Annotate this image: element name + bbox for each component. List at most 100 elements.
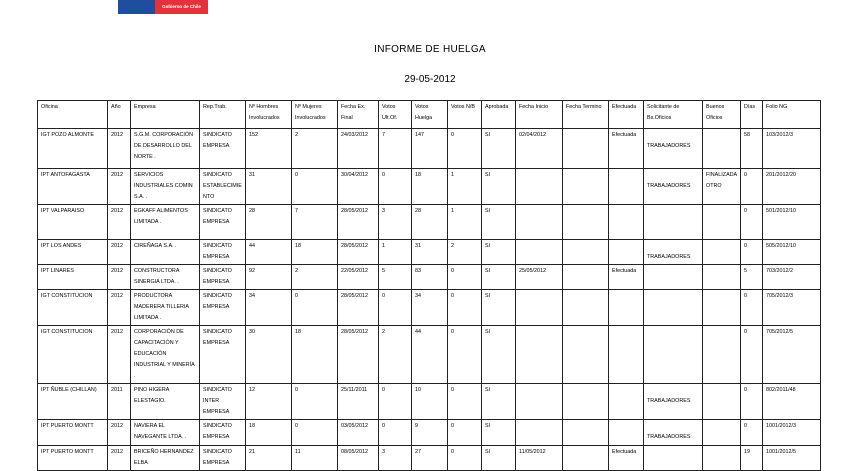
cell-text: 18 bbox=[295, 329, 301, 335]
cell-text bbox=[647, 266, 699, 277]
cell-text: SINDICATO EMPRESA bbox=[203, 293, 232, 310]
cell-text: IGT CONSTITUCION bbox=[41, 329, 93, 335]
cell-text: SI bbox=[485, 268, 491, 274]
table-cell: 2012 bbox=[107, 264, 131, 290]
table-cell: IGT CONSTITUCION bbox=[37, 289, 108, 326]
column-header: Fecha Termino bbox=[562, 100, 609, 129]
table-cell: 1001/2012/5 bbox=[762, 445, 821, 471]
table-cell: 18 bbox=[245, 419, 292, 446]
table-cell: 7 bbox=[378, 128, 412, 169]
cell-text: 1 bbox=[382, 243, 385, 249]
cell-text: 03/05/2012 bbox=[341, 423, 368, 429]
cell-text: SI bbox=[485, 423, 491, 429]
table-cell: 28 bbox=[411, 204, 448, 240]
table-cell: 0 bbox=[447, 383, 482, 420]
cell-text: 2 bbox=[451, 243, 454, 249]
table-cell bbox=[562, 445, 609, 471]
cell-text: 5 bbox=[382, 268, 385, 274]
table-cell bbox=[515, 168, 563, 205]
table-cell: CIREÑAGA S.A. . bbox=[130, 239, 200, 265]
table-cell: 2012 bbox=[107, 239, 131, 265]
table-cell bbox=[515, 325, 563, 384]
table-cell: SINDICATO EMPRESA bbox=[199, 289, 246, 326]
table-cell: SI bbox=[481, 445, 516, 471]
table-cell: Efectuada bbox=[608, 445, 644, 471]
cell-text: 44 bbox=[249, 243, 255, 249]
table-cell: 2 bbox=[447, 239, 482, 265]
table-cell: 21 bbox=[245, 445, 292, 471]
table-cell bbox=[702, 264, 741, 290]
cell-text: 0 bbox=[744, 329, 747, 335]
table-cell: 1 bbox=[378, 239, 412, 265]
logo-blue-block bbox=[118, 0, 155, 14]
column-header: Folio NG bbox=[762, 100, 821, 129]
table-cell: TRABAJADORES bbox=[643, 419, 703, 446]
cell-text: CORPORACIÓN DE CAPACITACIÓN Y EDUCACIÓN … bbox=[134, 329, 195, 379]
cell-text: SINDICATO EMPRESA bbox=[203, 132, 232, 149]
table-cell: IPT PUERTO MONTT bbox=[37, 419, 108, 446]
table-cell bbox=[608, 239, 644, 265]
column-header: Rep.Trab. bbox=[199, 100, 246, 129]
table-cell: 0 bbox=[291, 168, 338, 205]
table-cell: TRABAJADORES bbox=[643, 128, 703, 169]
cell-text: TRABAJADORES bbox=[647, 183, 691, 189]
table-cell: 0 bbox=[447, 128, 482, 169]
cell-text: TRABAJADORES bbox=[647, 143, 691, 149]
table-cell: IPT ANTOFAGASTA bbox=[37, 168, 108, 205]
cell-text: 1 bbox=[451, 208, 454, 214]
cell-text: 705/2012/5 bbox=[766, 329, 793, 335]
cell-text: S.G.M. CORPORACIÓN DE DESARROLLO DEL NOR… bbox=[134, 132, 194, 160]
table-cell: 58 bbox=[740, 128, 763, 169]
table-cell bbox=[643, 264, 703, 290]
table-cell: 11/05/2012 bbox=[515, 445, 563, 471]
table-cell: Efectuada bbox=[608, 128, 644, 169]
cell-text: SI bbox=[485, 172, 491, 178]
report-date: 29-05-2012 bbox=[404, 74, 456, 85]
table-cell bbox=[643, 289, 703, 326]
table-cell bbox=[643, 445, 703, 471]
table-cell bbox=[562, 264, 609, 290]
column-header: Buenos Oficios bbox=[702, 100, 741, 129]
cell-text: SINDICATO EMPRESA bbox=[203, 329, 232, 346]
table-cell bbox=[643, 204, 703, 240]
column-header: Votos Ult.Of. bbox=[378, 100, 412, 129]
table-cell: IPT LOS ANDES bbox=[37, 239, 108, 265]
table-cell: PINO HIGERA ELESTAGIO. bbox=[130, 383, 200, 420]
cell-text: 28 bbox=[249, 208, 255, 214]
cell-text: 0 bbox=[744, 387, 747, 393]
cell-text: 30/04/2012 bbox=[341, 172, 368, 178]
cell-text: IPT PUERTO MONTT bbox=[41, 423, 94, 429]
cell-text: 0 bbox=[451, 132, 454, 138]
table-cell: TRABAJADORES bbox=[643, 239, 703, 265]
table-cell: 22/05/2012 bbox=[337, 264, 379, 290]
cell-text: IGT POZO ALMONTE bbox=[41, 132, 94, 138]
cell-text: 0 bbox=[451, 293, 454, 299]
table-cell: 2012 bbox=[107, 325, 131, 384]
cell-text: 2012 bbox=[111, 268, 123, 274]
table-row: IPT PUERTO MONTT 2012 BRICEÑO HERNANDEZ EL… bbox=[37, 445, 821, 471]
table-cell: SINDICATO EMPRESA bbox=[199, 239, 246, 265]
cell-text bbox=[647, 291, 699, 302]
cell-text: PINO HIGERA ELESTAGIO. bbox=[134, 387, 170, 404]
cell-text: 24/03/2012 bbox=[341, 132, 368, 138]
table-cell: TRABAJADORES bbox=[643, 168, 703, 205]
cell-text: 147 bbox=[415, 132, 424, 138]
table-cell: 0 bbox=[740, 325, 763, 384]
table-cell: 2012 bbox=[107, 289, 131, 326]
table-cell: 0 bbox=[740, 383, 763, 420]
table-cell: 0 bbox=[291, 383, 338, 420]
table-cell bbox=[702, 204, 741, 240]
table-cell: 0 bbox=[378, 168, 412, 205]
table-cell: 0 bbox=[447, 264, 482, 290]
table-cell bbox=[562, 289, 609, 326]
cell-text: 2 bbox=[295, 132, 298, 138]
table-cell: 152 bbox=[245, 128, 292, 169]
table-cell: S.G.M. CORPORACIÓN DE DESARROLLO DEL NOR… bbox=[130, 128, 200, 169]
table-cell: IPT ÑUBLE (CHILLAN) bbox=[37, 383, 108, 420]
table-cell: 18 bbox=[291, 325, 338, 384]
cell-text: 0 bbox=[744, 423, 747, 429]
cell-text: 25/11/2011 bbox=[341, 387, 368, 393]
table-cell: SINDICATO EMPRESA bbox=[199, 325, 246, 384]
table-cell: 147 bbox=[411, 128, 448, 169]
table-cell bbox=[608, 168, 644, 205]
